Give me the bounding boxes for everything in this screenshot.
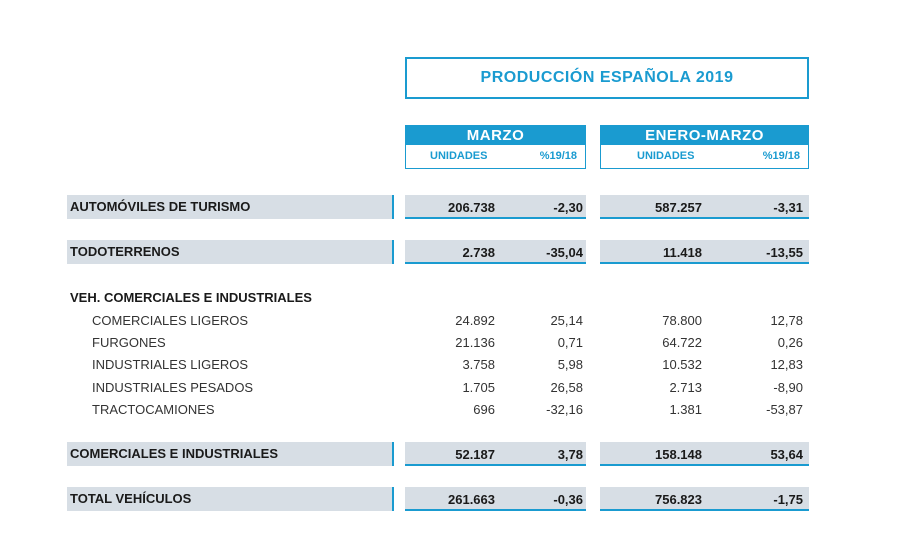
cell-total-enero-unidades: 756.823 — [655, 492, 702, 507]
row-label-comerciales-ligeros: COMERCIALES LIGEROS — [92, 313, 249, 328]
cell-sub-marzo-pct: 5,98 — [557, 357, 583, 372]
cell-sub-enero-unidades: 1.381 — [669, 402, 702, 417]
cell-todoterrenos-marzo-unidades: 2.738 — [462, 245, 495, 260]
row-label-comerciales-industriales: COMERCIALES E INDUSTRIALES — [70, 446, 279, 461]
band-todoterrenos-marzo — [405, 240, 586, 264]
subheader-pct: %19/18 — [539, 150, 577, 162]
cell-todoterrenos-enero-pct: -13,55 — [766, 245, 803, 260]
subheader-unidades: UNIDADES — [430, 150, 488, 162]
band-turismo-marzo — [405, 195, 586, 219]
band-total-marzo — [405, 487, 586, 511]
band-turismo-label — [67, 195, 394, 219]
section-label-veh-comerciales: VEH. COMERCIALES E INDUSTRIALES — [70, 290, 312, 305]
cell-sub-enero-unidades: 2.713 — [669, 380, 702, 395]
cell-sub-marzo-pct: -32,16 — [546, 402, 583, 417]
table-title: PRODUCCIÓN ESPAÑOLA 2019 — [405, 57, 809, 99]
cell-sub-enero-pct: 0,26 — [777, 335, 803, 350]
cell-turismo-marzo-unidades: 206.738 — [448, 200, 495, 215]
subheader-unidades: UNIDADES — [637, 150, 695, 162]
band-total-label — [67, 487, 394, 511]
band-turismo-enero — [600, 195, 809, 219]
cell-turismo-enero-pct: -3,31 — [773, 200, 803, 215]
cell-turismo-enero-unidades: 587.257 — [655, 200, 702, 215]
cell-sub-enero-unidades: 64.722 — [662, 335, 702, 350]
row-label-industriales-pesados: INDUSTRIALES PESADOS — [92, 380, 254, 395]
cell-comerciales-enero-unidades: 158.148 — [655, 447, 702, 462]
cell-sub-enero-pct: -8,90 — [773, 380, 803, 395]
row-label-total-vehiculos: TOTAL VEHÍCULOS — [70, 491, 192, 506]
cell-sub-enero-pct: -53,87 — [766, 402, 803, 417]
subheader-marzo: UNIDADES %19/18 — [405, 145, 586, 169]
cell-todoterrenos-enero-unidades: 11.418 — [662, 245, 702, 260]
cell-total-marzo-unidades: 261.663 — [448, 492, 495, 507]
cell-sub-enero-unidades: 10.532 — [662, 357, 702, 372]
cell-sub-marzo-unidades: 1.705 — [462, 380, 495, 395]
row-label-tractocamiones: TRACTOCAMIONES — [92, 402, 215, 417]
row-label-furgones: FURGONES — [92, 335, 166, 350]
row-label-todoterrenos: TODOTERRENOS — [70, 244, 180, 259]
cell-comerciales-marzo-pct: 3,78 — [557, 447, 583, 462]
row-label-industriales-ligeros: INDUSTRIALES LIGEROS — [92, 357, 249, 372]
cell-todoterrenos-marzo-pct: -35,04 — [546, 245, 583, 260]
cell-sub-marzo-unidades: 696 — [473, 402, 495, 417]
band-todoterrenos-label — [67, 240, 394, 264]
cell-sub-marzo-unidades: 21.136 — [455, 335, 495, 350]
subheader-pct: %19/18 — [762, 150, 800, 162]
cell-comerciales-enero-pct: 53,64 — [770, 447, 803, 462]
cell-sub-marzo-unidades: 24.892 — [455, 313, 495, 328]
cell-comerciales-marzo-unidades: 52.187 — [455, 447, 495, 462]
column-header-marzo: MARZO — [405, 125, 586, 145]
cell-sub-marzo-pct: 25,14 — [550, 313, 583, 328]
cell-sub-marzo-pct: 0,71 — [557, 335, 583, 350]
column-header-enero-marzo: ENERO-MARZO — [600, 125, 809, 145]
cell-sub-enero-pct: 12,78 — [770, 313, 803, 328]
cell-sub-marzo-unidades: 3.758 — [462, 357, 495, 372]
band-comerciales-enero — [600, 442, 809, 466]
cell-sub-enero-unidades: 78.800 — [662, 313, 702, 328]
subheader-enero-marzo: UNIDADES %19/18 — [600, 145, 809, 169]
cell-total-marzo-pct: -0,36 — [553, 492, 583, 507]
cell-total-enero-pct: -1,75 — [773, 492, 803, 507]
cell-sub-enero-pct: 12,83 — [770, 357, 803, 372]
band-comerciales-marzo — [405, 442, 586, 466]
band-total-enero — [600, 487, 809, 511]
band-comerciales-label — [67, 442, 394, 466]
cell-sub-marzo-pct: 26,58 — [550, 380, 583, 395]
row-label-turismo: AUTOMÓVILES DE TURISMO — [70, 199, 251, 214]
cell-turismo-marzo-pct: -2,30 — [553, 200, 583, 215]
band-todoterrenos-enero — [600, 240, 809, 264]
